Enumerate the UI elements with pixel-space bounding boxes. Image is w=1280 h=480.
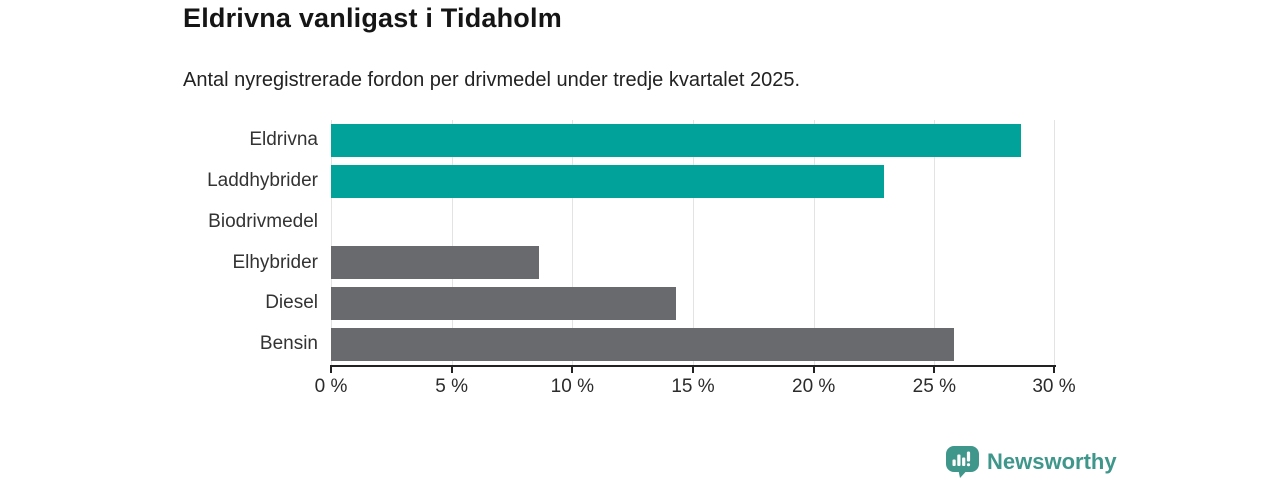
- newsworthy-logo: Newsworthy: [946, 446, 1117, 478]
- x-axis-tick: [571, 367, 574, 373]
- category-label: Biodrivmedel: [208, 210, 318, 232]
- x-tick-label: 30 %: [1032, 376, 1076, 397]
- bar-row: Laddhybrider: [207, 161, 1055, 202]
- bar-row: Elhybrider: [232, 243, 1055, 284]
- brand-name: Newsworthy: [987, 449, 1117, 474]
- bar-row: Eldrivna: [249, 120, 1055, 161]
- gridline: [934, 120, 936, 365]
- gridline: [693, 120, 694, 365]
- x-axis-tick: [330, 367, 332, 373]
- bar: [331, 287, 677, 321]
- gridline: [1054, 120, 1055, 365]
- x-tick-label: 15 %: [671, 376, 715, 397]
- x-tick-label: 10 %: [550, 376, 594, 397]
- bar: [331, 246, 539, 280]
- gridline: [572, 120, 574, 365]
- plot-area: Eldrivna Laddhybrider Biodrivmedel Elhyb…: [207, 120, 1076, 397]
- category-label: Bensin: [259, 333, 318, 355]
- x-tick-label: 0 %: [314, 376, 348, 397]
- x-axis-tick: [933, 367, 936, 373]
- bar: [331, 164, 884, 198]
- gridline: [813, 120, 815, 365]
- chart-subtitle: Antal nyregistrerade fordon per drivmede…: [183, 69, 801, 91]
- bar: [331, 328, 954, 362]
- bar-row: Bensin: [260, 324, 1055, 365]
- x-axis-tick: [692, 367, 694, 373]
- bar-row: Biodrivmedel: [208, 202, 1055, 243]
- x-tick-label: 20 %: [792, 376, 836, 397]
- gridline: [331, 120, 332, 365]
- x-tick-label: 25 %: [912, 376, 956, 397]
- x-axis-tick: [450, 367, 453, 373]
- category-label: Diesel: [265, 292, 318, 314]
- x-axis-tick: [1053, 367, 1055, 373]
- bar-chart-pin-icon: [946, 446, 979, 478]
- x-axis-line: [330, 365, 1056, 367]
- x-tick-label: 5 %: [435, 376, 469, 397]
- bar-row: Diesel: [265, 283, 1055, 324]
- bar: [331, 123, 1022, 157]
- chart-title: Eldrivna vanligast i Tidaholm: [183, 3, 562, 33]
- gridline: [451, 120, 453, 365]
- category-label: Laddhybrider: [207, 169, 318, 191]
- x-axis-tick: [812, 367, 815, 373]
- category-label: Eldrivna: [249, 129, 318, 150]
- category-label: Elhybrider: [232, 251, 318, 273]
